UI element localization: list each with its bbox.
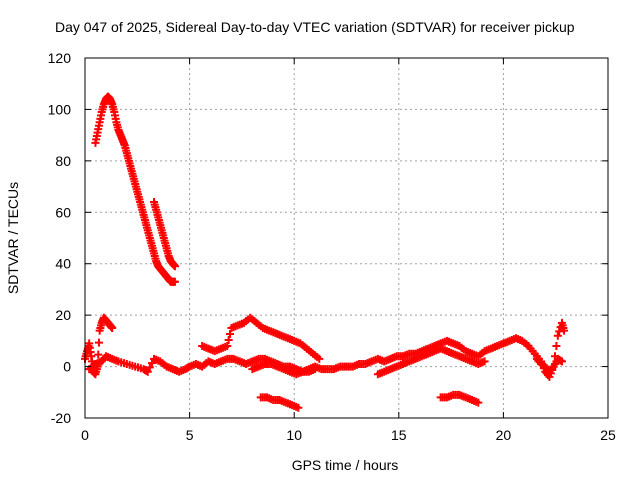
- x-axis-label: GPS time / hours: [292, 457, 399, 473]
- data-point: [553, 331, 562, 340]
- data-point: [560, 326, 569, 335]
- data-point: [170, 262, 179, 271]
- y-tick-label: 120: [48, 50, 72, 66]
- data-point: [294, 403, 303, 412]
- x-tick-label: 25: [600, 427, 616, 443]
- y-tick-label: 0: [63, 359, 71, 375]
- data-point: [145, 363, 154, 372]
- y-tick-label: 40: [55, 256, 71, 272]
- data-point: [315, 354, 324, 363]
- data-point: [108, 324, 117, 332]
- data-point: [480, 357, 489, 366]
- data-point: [143, 367, 152, 376]
- plot-border: [84, 57, 609, 419]
- x-tick-label: 15: [391, 427, 407, 443]
- data-point: [94, 350, 103, 359]
- axis-ticks: 0 5 10 15 20 25 -20 0 20 40 60 80 100 120: [48, 50, 616, 443]
- data-point: [557, 357, 566, 366]
- data-point: [552, 342, 561, 350]
- data-point: [226, 330, 235, 338]
- x-tick-label: 5: [186, 427, 194, 443]
- data-point: [551, 352, 560, 361]
- x-tick-label: 10: [286, 427, 302, 443]
- y-tick-label: 60: [55, 204, 71, 220]
- data-points: [81, 92, 569, 412]
- x-tick-label: 0: [81, 427, 89, 443]
- y-tick-label: 80: [55, 153, 71, 169]
- y-tick-label: 100: [48, 101, 72, 117]
- data-point: [311, 365, 320, 374]
- data-point: [549, 362, 558, 371]
- y-tick-label: -20: [51, 410, 71, 426]
- chart-title: Day 047 of 2025, Sidereal Day-to-day VTE…: [55, 19, 575, 35]
- data-point: [224, 336, 233, 344]
- data-point: [170, 277, 179, 286]
- y-axis-label: SDTVAR / TECUs: [5, 182, 21, 294]
- data-point: [147, 359, 156, 368]
- data-point: [474, 398, 483, 407]
- data-point: [223, 342, 232, 350]
- data-point: [94, 338, 103, 347]
- y-tick-label: 20: [55, 307, 71, 323]
- x-tick-label: 20: [496, 427, 512, 443]
